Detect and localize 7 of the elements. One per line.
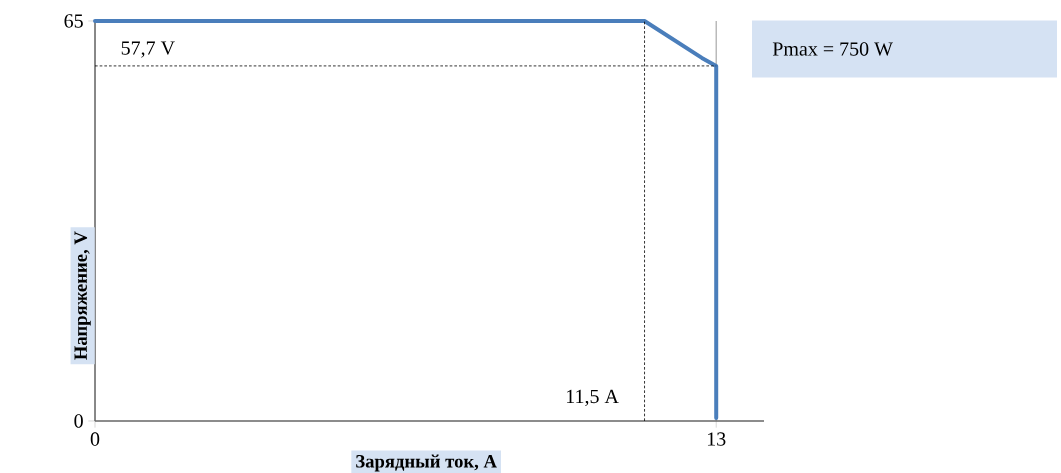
x-axis-title: Зарядный ток, A	[356, 454, 497, 472]
y-axis-title: Напряжение, V	[74, 231, 91, 360]
ref-line-label: 11,5 A	[566, 389, 619, 407]
x-tick-label: 13	[707, 432, 726, 446]
text: Pmax = 750 W	[772, 42, 893, 56]
y-tick-label: 65	[64, 14, 83, 28]
ref-line-label: 57,7 V	[121, 41, 175, 58]
